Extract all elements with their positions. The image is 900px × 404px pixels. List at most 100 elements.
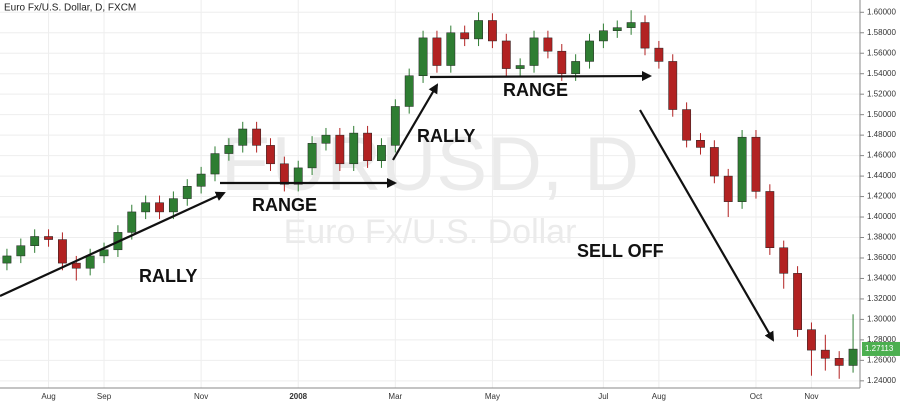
watermark-name: Euro Fx/U.S. Dollar [284,213,577,251]
candle-body [598,30,608,42]
candle-body [682,109,692,141]
y-tick-label: 1.46000 [867,151,896,160]
annotation: RALLY [139,266,197,286]
y-tick-label: 1.58000 [867,28,896,37]
candle-body [668,61,678,110]
y-tick-label: 1.56000 [867,48,896,57]
x-tick-label: Nov [194,392,208,401]
candle-body [210,153,220,175]
candle-body [238,128,248,146]
candle-body [182,186,192,199]
annotation: RALLY [417,126,475,146]
candle-body [16,245,26,257]
y-tick-label: 1.26000 [867,355,896,364]
candles [2,10,858,379]
candle-body [585,40,594,62]
y-tick-label: 1.44000 [867,171,896,180]
x-tick-label: Nov [804,392,818,401]
y-tick-label: 1.48000 [867,130,896,139]
candle-body [2,255,12,264]
last-price-label: 1.27113 [865,344,894,353]
candle-body [460,32,470,40]
x-tick-label: May [485,392,500,401]
y-tick-label: 1.34000 [867,274,896,283]
candle-body [488,20,497,42]
y-tick-label: 1.32000 [867,294,896,303]
x-tick-label: Aug [652,392,666,401]
x-tick-label: Aug [41,392,55,401]
candle-body [515,65,525,69]
annotation: RANGE [252,195,317,215]
candle-body [418,37,428,77]
candle-body [141,202,151,213]
candle-body [529,37,539,66]
watermark-symbol: EURUSD, D [221,122,639,207]
candle-body [474,20,483,40]
x-tick-label: Sep [97,392,112,401]
candle-body [266,145,275,165]
candle-body [224,145,234,154]
candle-body [377,145,386,161]
candle-body [709,147,719,177]
candle-body [432,37,442,66]
candle-body [723,175,733,202]
candle-body [751,136,761,192]
candle-body [807,329,816,351]
y-tick-label: 1.30000 [867,315,896,324]
candle-body [30,236,40,246]
candle-body [58,239,67,264]
candle-body [626,22,636,28]
candle-body [390,106,400,146]
x-tick-label: 2008 [289,392,307,401]
candle-body [543,37,553,52]
y-tick-label: 1.60000 [867,7,896,16]
candle-body [820,349,830,359]
candle-body [44,236,53,240]
candle-body [335,134,345,165]
x-tick-label: Jul [598,392,608,401]
candle-body [834,358,844,366]
annotation: SELL OFF [577,241,664,261]
grid [0,0,860,388]
candle-body [571,61,581,74]
y-tick-label: 1.24000 [867,376,896,385]
candle-body [127,211,137,233]
last-price-box [862,341,900,356]
candle-body [848,348,858,366]
y-tick-label: 1.38000 [867,233,896,242]
candle-body [737,136,747,202]
arrow [392,83,439,161]
y-tick-label: 1.36000 [867,253,896,262]
y-tick-label: 1.52000 [867,89,896,98]
candle-body [654,47,664,62]
candle-body [501,40,511,69]
arrow [429,71,652,82]
candle-body [196,173,206,187]
x-tick-label: Oct [750,392,763,401]
candle-body [793,273,802,330]
y-tick-label: 1.50000 [867,110,896,119]
arrow [639,109,775,342]
candle-body [446,32,456,66]
candle-body [363,132,372,161]
candle-body [307,143,317,169]
candle-body [779,247,789,274]
candle-body [557,50,567,74]
candle-body [252,128,262,146]
candle-body [696,140,705,148]
candle-body [349,132,359,165]
candle-body [279,163,289,185]
arrow [0,191,226,297]
candle-body [640,22,650,49]
y-tick-label: 1.42000 [867,192,896,201]
candle-body [293,167,303,185]
chart-title: Euro Fx/U.S. Dollar, D, FXCM [4,3,136,14]
candle-body [404,75,414,107]
y-tick-label: 1.40000 [867,212,896,221]
candle-body [71,262,81,269]
candle-body [85,255,95,269]
candle-body [765,191,775,248]
annotation: RANGE [503,80,568,100]
y-tick-label: 1.28000 [867,335,896,344]
